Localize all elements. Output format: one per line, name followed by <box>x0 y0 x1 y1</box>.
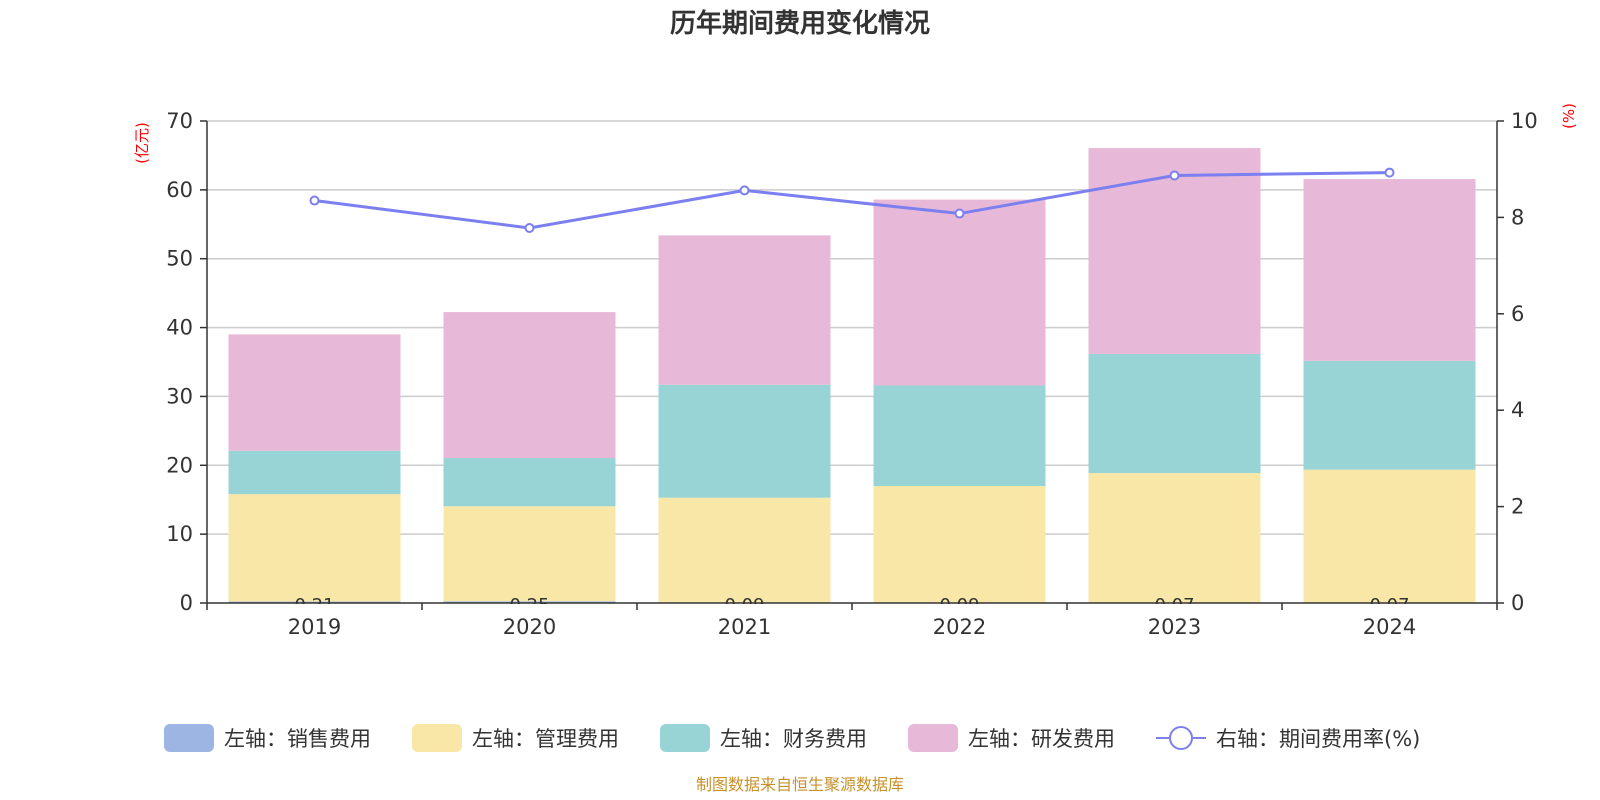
rate-point-2024 <box>1384 167 1395 178</box>
left-tick-label: 10 <box>166 522 193 546</box>
bar-segment-3-2020 <box>443 458 616 507</box>
left-tick-label: 30 <box>166 384 193 408</box>
right-tick-label: 6 <box>1511 302 1524 326</box>
x-tick-label-2020: 2020 <box>503 615 556 639</box>
bar-segment-4-2023 <box>1088 148 1261 354</box>
x-tick-label-2021: 2021 <box>718 615 771 639</box>
bar-segment-1-2020 <box>443 601 616 603</box>
legend-label-3: 左轴：财务费用 <box>720 727 867 751</box>
rate-point-2021 <box>739 185 750 196</box>
bar-segment-3-2024 <box>1303 360 1476 470</box>
right-tick-label: 8 <box>1511 205 1524 229</box>
bar-segment-4-2021 <box>658 235 831 385</box>
bar-segment-2-2024 <box>1303 469 1476 603</box>
bar-segment-2-2022 <box>873 486 1046 603</box>
legend: 左轴：销售费用 左轴：管理费用 左轴：财务费用 左轴：研发费用 右轴：期间费用率(%) <box>164 724 1420 752</box>
bar-segment-4-2022 <box>873 199 1046 386</box>
left-axis-unit: (亿元) <box>133 122 151 164</box>
bar-segment-2-2019 <box>228 494 401 602</box>
legend-marker <box>1169 726 1193 750</box>
rate-line <box>314 171 1390 230</box>
right-tick-label: 4 <box>1511 398 1524 422</box>
right-tick-label: 10 <box>1511 109 1538 133</box>
bar-segment-2-2023 <box>1088 473 1261 603</box>
legend-label-4: 左轴：研发费用 <box>968 727 1115 751</box>
x-tick-label-2024: 2024 <box>1363 615 1416 639</box>
legend-label-2: 左轴：管理费用 <box>472 727 619 751</box>
legend-swatch-4 <box>908 724 958 752</box>
rate-line-group <box>309 167 1395 234</box>
legend-swatch-2 <box>412 724 462 752</box>
x-tick-label-2022: 2022 <box>933 615 986 639</box>
rate-point-2019 <box>309 195 320 206</box>
source-note: 制图数据来自恒生聚源数据库 <box>696 775 904 794</box>
rate-point-2020 <box>524 223 535 234</box>
x-tick-label-2023: 2023 <box>1148 615 1201 639</box>
bar-segment-3-2021 <box>658 384 831 498</box>
legend-swatch-1 <box>164 724 214 752</box>
left-tick-label: 40 <box>166 316 193 340</box>
right-tick-label: 2 <box>1511 495 1524 519</box>
x-tick-label-2019: 2019 <box>288 615 341 639</box>
bar-segment-4-2019 <box>228 334 401 451</box>
bar-segment-3-2023 <box>1088 353 1261 474</box>
legend-label-5: 右轴：期间费用率(%) <box>1216 727 1420 751</box>
bar-segment-3-2022 <box>873 385 1046 487</box>
left-tick-label: 50 <box>166 247 193 271</box>
rate-point-2022 <box>954 208 965 219</box>
left-tick-label: 60 <box>166 178 193 202</box>
bar-segment-2-2020 <box>443 506 616 602</box>
legend-swatch-3 <box>660 724 710 752</box>
left-tick-label: 0 <box>180 591 193 615</box>
chart-title: 历年期间费用变化情况 <box>670 8 930 39</box>
bar-segment-3-2019 <box>228 450 401 495</box>
bar-segment-4-2020 <box>443 312 616 459</box>
legend-label-1: 左轴：销售费用 <box>224 727 371 751</box>
right-tick-label: 0 <box>1511 591 1524 615</box>
bar-segment-4-2024 <box>1303 179 1476 361</box>
right-axis-unit: (%) <box>1560 103 1578 129</box>
left-tick-label: 70 <box>166 109 193 133</box>
bars-group: 0.210.250.090.090.070.07 <box>228 148 1476 616</box>
gridlines <box>207 120 1497 535</box>
axes: 0 10 20 30 40 50 60 70 0 2 4 6 8 10 2019 2020 2021 2022 20… <box>166 109 1537 639</box>
left-tick-label: 20 <box>166 453 193 477</box>
bar-segment-2-2021 <box>658 497 831 603</box>
rate-point-2023 <box>1169 170 1180 181</box>
